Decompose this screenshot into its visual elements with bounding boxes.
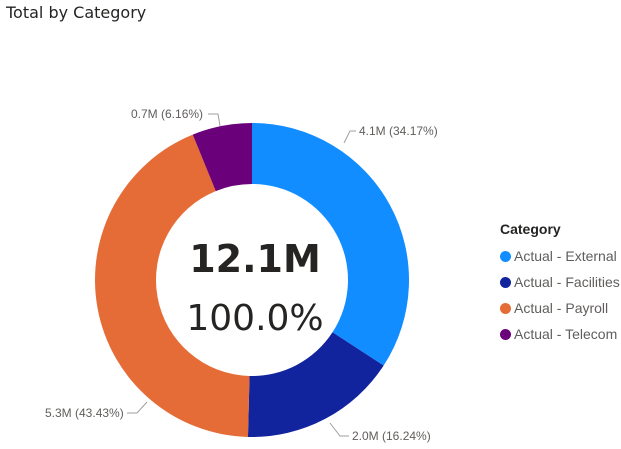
slice-payroll[interactable] bbox=[94, 134, 250, 437]
slice-facilities[interactable] bbox=[247, 332, 384, 437]
slice-external[interactable] bbox=[252, 123, 409, 366]
legend-dot-icon bbox=[500, 328, 511, 340]
legend-item-telecom[interactable]: Actual - Telecom bbox=[500, 321, 620, 347]
data-label-telecom: 0.7M (6.16%) bbox=[131, 107, 203, 121]
legend-dot-icon bbox=[500, 276, 511, 288]
data-label-payroll: 5.3M (43.43%) bbox=[45, 406, 124, 420]
legend-label: Actual - External bbox=[514, 248, 617, 264]
leader-line-facilities bbox=[329, 422, 349, 437]
legend-label: Actual - Facilities bbox=[514, 274, 620, 290]
leader-line-telecom bbox=[208, 113, 221, 127]
center-total-value: 12.1M bbox=[189, 237, 321, 281]
legend-item-external[interactable]: Actual - External bbox=[500, 243, 620, 269]
center-total-percent: 100.0% bbox=[186, 298, 323, 339]
data-label-facilities: 2.0M (16.24%) bbox=[352, 429, 431, 443]
data-label-external: 4.1M (34.17%) bbox=[359, 124, 438, 138]
leader-line-external bbox=[343, 130, 356, 144]
chart-title: Total by Category bbox=[6, 3, 147, 22]
legend-item-payroll[interactable]: Actual - Payroll bbox=[500, 295, 620, 321]
slice-telecom[interactable] bbox=[192, 123, 252, 192]
legend: Category Actual - External Actual - Faci… bbox=[500, 221, 620, 347]
leader-line-payroll bbox=[127, 401, 148, 414]
legend-label: Actual - Payroll bbox=[514, 300, 609, 316]
legend-dot-icon bbox=[500, 250, 511, 262]
donut-slices bbox=[94, 123, 409, 437]
legend-label: Actual - Telecom bbox=[514, 326, 618, 342]
legend-item-facilities[interactable]: Actual - Facilities bbox=[500, 269, 620, 295]
legend-title: Category bbox=[500, 221, 561, 237]
legend-dot-icon bbox=[500, 302, 511, 314]
